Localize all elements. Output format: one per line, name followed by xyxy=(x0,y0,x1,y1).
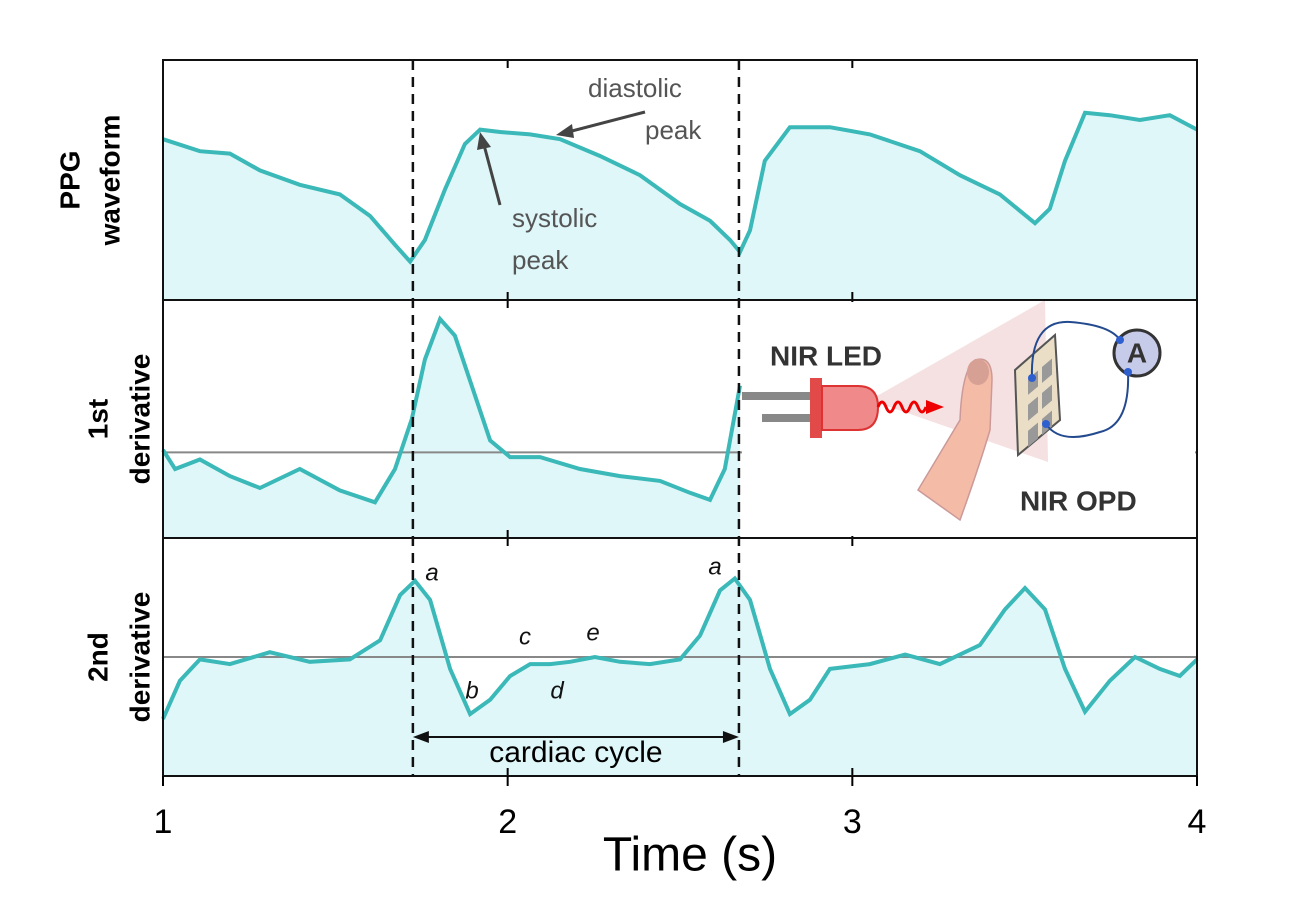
annotation: a xyxy=(708,553,721,580)
detector-pixel xyxy=(1042,384,1052,409)
y-axis-label: PPG xyxy=(54,150,85,209)
fingernail xyxy=(967,359,989,385)
arrow-head xyxy=(412,731,429,743)
detector-pixel xyxy=(1028,422,1038,447)
arrow-head xyxy=(477,132,491,150)
detector-pixel xyxy=(1028,396,1038,421)
led-body xyxy=(821,385,880,431)
y-axis-label: derivative xyxy=(124,592,155,723)
x-tick-label: 2 xyxy=(498,803,517,841)
wire-node xyxy=(1028,374,1036,382)
led-lead xyxy=(742,392,820,400)
arrow-head xyxy=(556,124,574,138)
light-beam xyxy=(870,300,1048,462)
finger xyxy=(917,358,993,522)
led-light xyxy=(876,400,928,414)
wire-node xyxy=(1042,420,1050,428)
line xyxy=(162,110,1198,265)
ammeter xyxy=(1112,328,1162,378)
line xyxy=(161,575,1199,720)
wire xyxy=(1045,371,1130,438)
annotation-arrow xyxy=(482,144,502,206)
annotation: systolic xyxy=(512,203,597,233)
annotation: c xyxy=(519,623,531,650)
y-axis-label: 1st xyxy=(82,399,113,439)
wire-node xyxy=(1124,368,1132,376)
area-fill xyxy=(163,578,1197,776)
inset-label: NIR LED xyxy=(770,340,882,371)
inset-label: NIR OPD xyxy=(1020,485,1137,516)
annotation: b xyxy=(465,677,478,704)
area-fill xyxy=(163,112,1197,300)
x-tick-label: 4 xyxy=(1188,803,1207,841)
annotation: a xyxy=(425,559,438,586)
annotation: cardiac cycle xyxy=(489,736,662,769)
wire xyxy=(1030,320,1121,379)
line xyxy=(161,315,742,505)
annotation: peak xyxy=(645,115,702,145)
x-tick-label: 3 xyxy=(843,803,862,841)
inset: NIR LED NIR OPD A xyxy=(742,300,1195,536)
annotation: d xyxy=(550,677,564,704)
panel-frame xyxy=(162,537,1198,777)
area-fill xyxy=(163,319,740,538)
led-base xyxy=(810,378,822,438)
y-axis-label: derivative xyxy=(124,354,155,485)
wire-node xyxy=(1116,336,1124,344)
arrow-head xyxy=(722,731,739,743)
x-axis-label: Time (s) xyxy=(603,829,777,882)
x-tick-label: 1 xyxy=(154,803,173,841)
annotation: peak xyxy=(512,245,569,275)
y-axis-label: waveform xyxy=(94,115,125,247)
y-axis-label: 2nd xyxy=(82,632,113,682)
inset-label: A xyxy=(1127,337,1147,368)
annotation-arrow xyxy=(567,110,646,134)
detector-pixel xyxy=(1042,358,1052,383)
led-lead xyxy=(762,414,820,422)
annotation: diastolic xyxy=(588,73,682,103)
led-arrow xyxy=(926,400,944,414)
annotation: e xyxy=(586,619,599,646)
